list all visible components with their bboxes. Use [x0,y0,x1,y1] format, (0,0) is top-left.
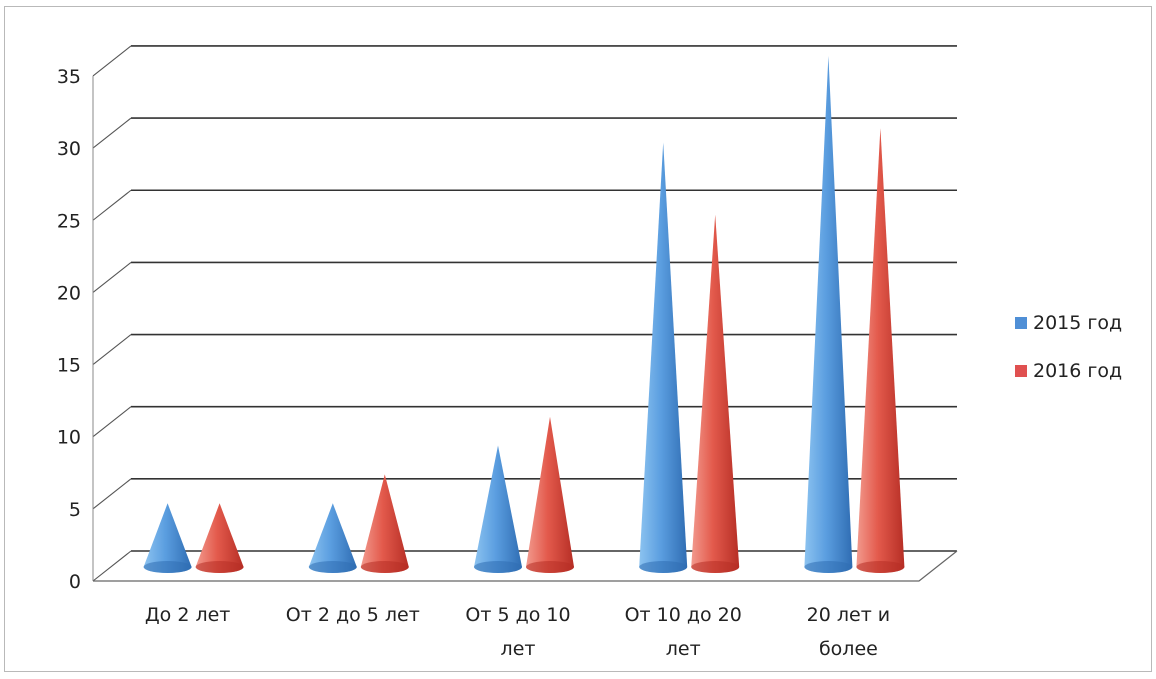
x-tick-label: До 2 лет [145,604,231,626]
cone-body [195,503,244,573]
cone-body [856,128,905,573]
y-tick-label: 15 [57,355,81,377]
x-tick-label: От 10 до 20 [625,604,742,626]
grid-layer [92,45,957,582]
cone-body [639,142,688,573]
chart-frame: 0 5 10 15 20 25 30 35 До 2 лет От 2 до 5 лет От 5 … [4,6,1152,672]
gridline-side [92,478,132,510]
cone-base [691,561,740,573]
axis-layer [92,75,958,582]
cone-base [856,561,905,573]
chart-svg: 0 5 10 15 20 25 30 35 До 2 лет От 2 до 5 лет От 5 … [57,45,1122,660]
gridline-side [92,45,132,77]
cone-base [143,561,192,573]
cone-body [143,503,192,573]
x-tick-label: лет [666,638,701,660]
cone-body [308,503,357,573]
marks-layer [143,55,905,573]
x-tick-label: лет [501,638,536,660]
cone-series-2015 [143,503,192,573]
cone-series-2016 [360,474,409,573]
cone-series-2016 [856,128,905,573]
cone-series-2016 [526,416,574,573]
legend-layer: 2015 год 2016 год [1015,312,1122,382]
y-tick-label: 25 [57,210,81,232]
x-tick-label: От 2 до 5 лет [286,604,420,626]
cone-series-2016 [195,503,244,573]
x-tick-label: От 5 до 10 [465,604,570,626]
cone-base [195,561,244,573]
cone-base [804,561,853,573]
gridline-side [92,117,132,149]
cone-base [308,561,357,573]
y-tick-label: 35 [57,66,81,88]
y-tick-label: 0 [69,571,81,593]
cone-body [691,214,740,573]
x-axis-floor [93,550,958,582]
gridline-side [92,334,132,365]
cone-body [474,445,522,573]
cone-series-2015 [308,503,357,573]
cone-series-2015 [474,445,522,573]
legend-label: 2016 год [1033,360,1122,382]
y-tick-label: 10 [57,427,81,449]
y-tick-label: 30 [57,138,81,160]
cone-series-2015 [804,55,853,573]
y-tick-label: 20 [57,282,81,304]
x-tick-label: 20 лет и [807,604,891,626]
cone-series-2015 [639,142,688,573]
cone-base [526,561,574,573]
labels-layer: 0 5 10 15 20 25 30 35 До 2 лет От 2 до 5 лет От 5 … [57,66,890,660]
cone-base [474,561,522,573]
cone-body [526,416,574,573]
gridline-side [92,550,132,582]
legend-label: 2015 год [1033,312,1122,334]
cone-body [360,474,409,573]
cone-base [639,561,688,573]
gridline-side [92,406,132,438]
legend-swatch [1015,317,1027,329]
cone-series-2016 [691,214,740,573]
legend-swatch [1015,365,1027,377]
x-tick-label: более [819,638,878,660]
cone-body [804,55,853,573]
cone-base [360,561,409,573]
gridline-side [92,189,132,221]
gridline-side [92,261,132,293]
y-tick-label: 5 [69,499,81,521]
